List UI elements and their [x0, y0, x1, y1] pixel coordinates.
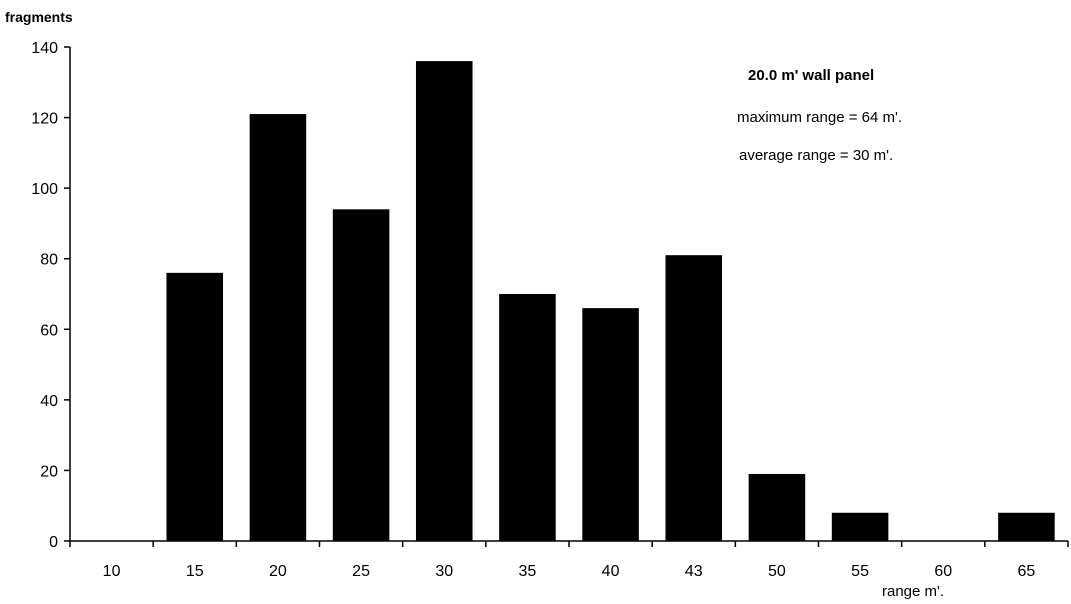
annotation-average-range: average range = 30 m'.: [739, 147, 893, 164]
x-tick-label: 35: [519, 563, 537, 580]
y-tick-label: 40: [40, 393, 58, 410]
bar: [665, 255, 723, 541]
annotation-max-range: maximum range = 64 m'.: [737, 109, 902, 126]
x-tick-label: 25: [352, 563, 370, 580]
y-tick-label: 140: [31, 40, 58, 57]
x-tick-label: 30: [435, 563, 453, 580]
y-axis: 0 20 40 60 80 100 120 140: [31, 40, 71, 551]
annotation-box: 20.0 m' wall panel maximum range = 64 m'…: [737, 67, 902, 164]
x-tick-label: 50: [768, 563, 786, 580]
x-tick-label: 20: [269, 563, 287, 580]
y-tick-label: 80: [40, 252, 58, 269]
x-tick-label: 10: [103, 563, 121, 580]
x-tick-label: 15: [186, 563, 204, 580]
x-tick-label: 40: [602, 563, 620, 580]
annotation-title: 20.0 m' wall panel: [748, 67, 874, 84]
x-tick-label: 65: [1018, 563, 1036, 580]
y-tick-label: 100: [31, 181, 58, 198]
x-axis-title: range m'.: [882, 583, 944, 600]
bar: [748, 473, 806, 541]
x-axis: 10 15 20 25 30 35 40 43 50 55 60 65: [69, 540, 1069, 580]
y-tick-label: 120: [31, 111, 58, 128]
bar: [415, 61, 473, 541]
bars: [166, 61, 1055, 542]
bar: [831, 512, 889, 541]
bar: [998, 512, 1055, 541]
y-tick-label: 60: [40, 322, 58, 339]
bar: [249, 114, 307, 542]
bar: [582, 308, 639, 541]
bar: [499, 294, 556, 541]
bar: [166, 272, 224, 541]
y-tick-label: 20: [40, 463, 58, 480]
x-tick-label: 55: [851, 563, 869, 580]
y-axis-title: fragments: [5, 9, 73, 25]
y-tick-label: 0: [49, 534, 58, 551]
x-tick-label: 43: [685, 563, 703, 580]
bar: [332, 209, 390, 542]
x-tick-label: 60: [934, 563, 952, 580]
